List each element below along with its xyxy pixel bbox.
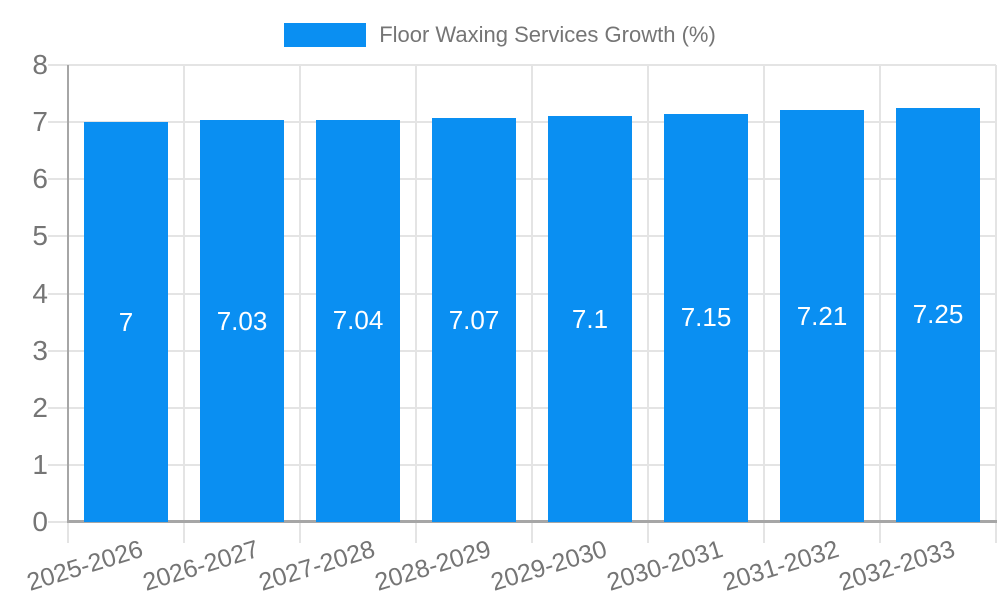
bar-value-label: 7: [118, 306, 134, 337]
bar-value-label: 7.25: [912, 299, 964, 330]
y-tick-mark: [48, 178, 68, 181]
bar-2026-2027[interactable]: 7.03: [200, 120, 284, 522]
bar-2025-2026[interactable]: 7: [84, 122, 168, 522]
gridline-vertical: [879, 65, 881, 522]
y-tick-mark: [48, 121, 68, 124]
bar-value-label: 7.04: [332, 305, 384, 336]
gridline-vertical: [763, 65, 765, 522]
y-tick-label: 8: [32, 49, 48, 80]
x-tick-mark: [415, 522, 417, 543]
bar-value-label: 7.1: [571, 303, 609, 334]
x-tick-mark: [647, 522, 649, 543]
x-tick-mark: [879, 522, 881, 543]
y-tick-label: 2: [32, 391, 48, 423]
y-tick-label: 7: [32, 106, 48, 138]
x-tick-mark: [531, 522, 533, 543]
y-tick-label: 1: [32, 448, 48, 480]
y-tick-label: 5: [32, 220, 48, 252]
legend-swatch: [284, 23, 367, 47]
y-tick-label: 3: [32, 334, 48, 366]
gridline-vertical: [995, 65, 997, 522]
y-tick-mark: [48, 292, 68, 295]
x-axis-line: [67, 520, 997, 523]
y-axis-line: [67, 65, 69, 522]
bar-2032-2033[interactable]: 7.25: [896, 107, 980, 522]
gridline-vertical: [647, 65, 649, 522]
x-tick-mark: [183, 522, 185, 543]
y-tick-mark: [48, 521, 68, 523]
plot-area: 0 1 2 3 4 5 6 7 8 7 2025-2026 7.03 2026-2027 7.04 2027…: [24, 49, 997, 597]
y-tick-label: 4: [32, 277, 48, 309]
x-tick-mark: [67, 522, 69, 543]
y-tick-label: 0: [32, 506, 48, 537]
gridline-vertical: [299, 65, 301, 522]
legend-label: Floor Waxing Services Growth (%): [379, 22, 716, 47]
x-tick-mark: [995, 522, 997, 543]
bar-value-label: 7.21: [796, 300, 848, 331]
y-tick-mark: [48, 406, 68, 409]
bar-2030-2031[interactable]: 7.15: [664, 113, 748, 522]
y-tick-mark: [48, 349, 68, 352]
bar-2029-2030[interactable]: 7.1: [548, 116, 632, 522]
x-tick-mark: [299, 522, 301, 543]
x-tick-mark: [763, 522, 765, 543]
bar-2028-2029[interactable]: 7.07: [432, 118, 516, 522]
legend[interactable]: Floor Waxing Services Growth (%): [0, 21, 1000, 49]
bar-value-label: 7.03: [216, 305, 268, 336]
y-tick-mark: [48, 64, 68, 66]
y-tick-label: 6: [32, 163, 48, 195]
gridline-vertical: [183, 65, 185, 522]
bar-value-label: 7.15: [680, 302, 732, 333]
y-tick-mark: [48, 463, 68, 466]
bar-2031-2032[interactable]: 7.21: [780, 110, 864, 522]
y-tick-mark: [48, 235, 68, 238]
bar-2027-2028[interactable]: 7.04: [316, 119, 400, 522]
bar-value-label: 7.07: [448, 304, 500, 335]
gridline-vertical: [531, 65, 533, 522]
gridline-vertical: [415, 65, 417, 522]
